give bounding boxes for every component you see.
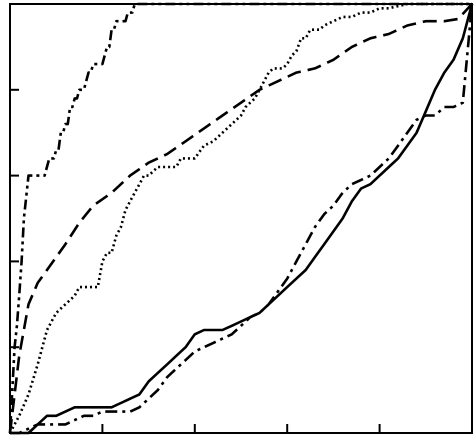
series-line-dashed xyxy=(8,3,473,434)
plot-frame xyxy=(9,3,473,434)
series-line-dotted xyxy=(8,2,472,434)
series-layer xyxy=(8,2,474,435)
axes xyxy=(9,3,473,434)
series-line-dash-dot xyxy=(10,3,474,435)
series-line-solid xyxy=(10,3,474,435)
series-line-dash-dot-dot xyxy=(8,2,472,434)
